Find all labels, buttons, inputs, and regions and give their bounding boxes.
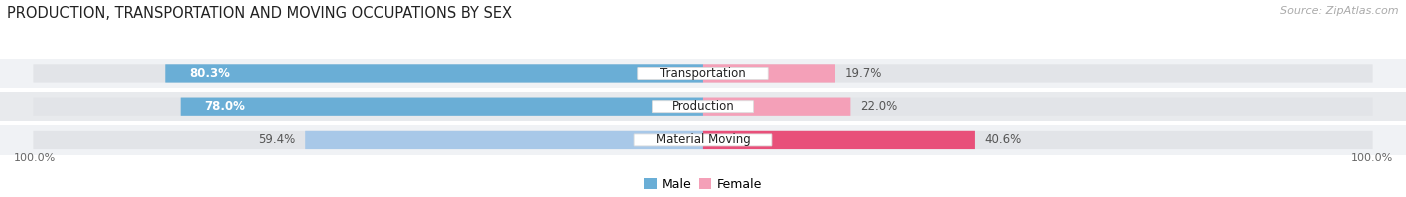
Text: 59.4%: 59.4% — [259, 133, 295, 146]
FancyBboxPatch shape — [34, 64, 703, 83]
FancyBboxPatch shape — [703, 98, 1372, 116]
Text: 78.0%: 78.0% — [204, 100, 245, 113]
Text: 100.0%: 100.0% — [14, 153, 56, 163]
Bar — [0, 59, 1406, 88]
FancyBboxPatch shape — [652, 101, 754, 113]
FancyBboxPatch shape — [703, 64, 835, 83]
FancyBboxPatch shape — [638, 67, 768, 79]
FancyBboxPatch shape — [703, 131, 1372, 149]
FancyBboxPatch shape — [166, 64, 703, 83]
FancyBboxPatch shape — [703, 98, 851, 116]
FancyBboxPatch shape — [34, 131, 703, 149]
Text: Material Moving: Material Moving — [655, 133, 751, 146]
Text: 100.0%: 100.0% — [1350, 153, 1392, 163]
FancyBboxPatch shape — [703, 131, 974, 149]
Bar — [0, 92, 1406, 121]
FancyBboxPatch shape — [634, 134, 772, 146]
Text: Production: Production — [672, 100, 734, 113]
Text: Source: ZipAtlas.com: Source: ZipAtlas.com — [1281, 6, 1399, 16]
FancyBboxPatch shape — [703, 64, 1372, 83]
Text: PRODUCTION, TRANSPORTATION AND MOVING OCCUPATIONS BY SEX: PRODUCTION, TRANSPORTATION AND MOVING OC… — [7, 6, 512, 21]
Text: Transportation: Transportation — [661, 67, 745, 80]
FancyBboxPatch shape — [34, 98, 703, 116]
Legend: Male, Female: Male, Female — [640, 173, 766, 196]
Bar — [0, 125, 1406, 155]
Text: 19.7%: 19.7% — [845, 67, 883, 80]
FancyBboxPatch shape — [180, 98, 703, 116]
Text: 40.6%: 40.6% — [984, 133, 1022, 146]
Text: 80.3%: 80.3% — [188, 67, 229, 80]
Text: 22.0%: 22.0% — [860, 100, 897, 113]
FancyBboxPatch shape — [305, 131, 703, 149]
